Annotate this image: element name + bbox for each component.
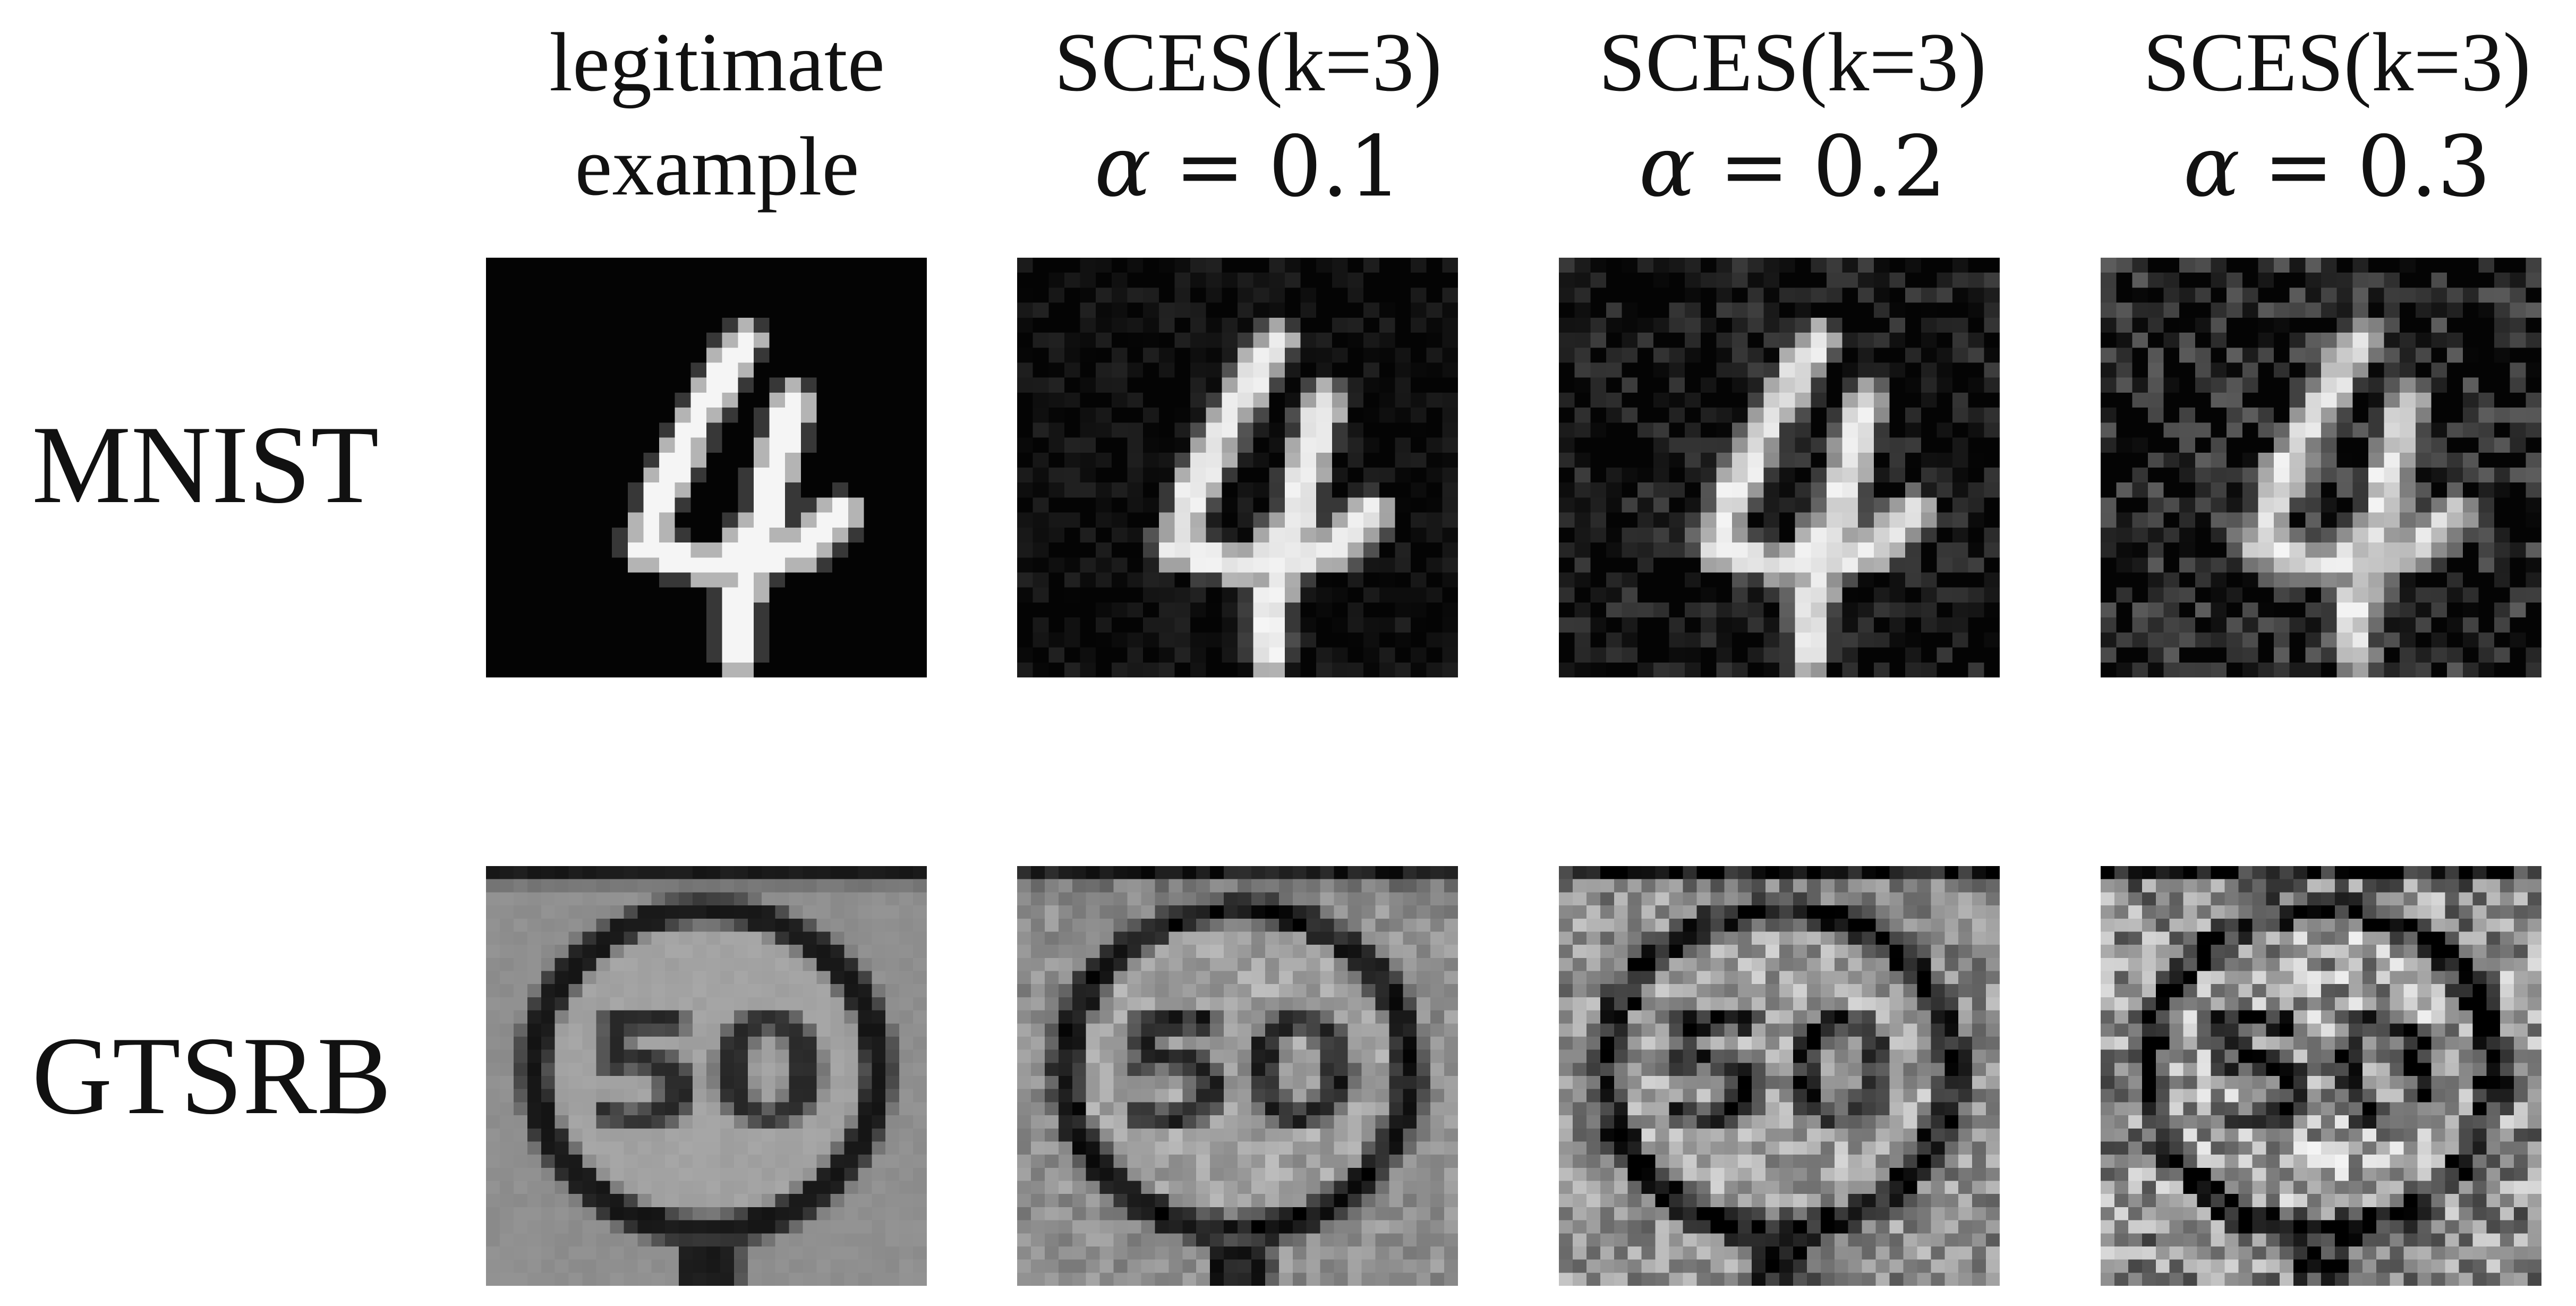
- alpha-symbol: α: [1639, 118, 1696, 216]
- column-header-sces-alpha-0-1: SCES(k=3) α = 0.1: [1009, 11, 1487, 219]
- gtsrb-sces-alpha-0-3-image: [2101, 866, 2541, 1286]
- gtsrb-sces-alpha-0-1-image: [1017, 866, 1458, 1286]
- row-label-gtsrb: GTSRB: [32, 1014, 391, 1138]
- column-header-method: SCES(k=3): [2143, 16, 2531, 109]
- alpha-value: 0.3: [2357, 118, 2491, 216]
- alpha-value: 0.2: [1813, 118, 1947, 216]
- row-label-mnist: MNIST: [32, 403, 379, 527]
- column-header-line2: example: [575, 120, 859, 213]
- column-header-alpha: α = 0.2: [1554, 115, 2032, 219]
- mnist-sces-alpha-0-3-image: [2101, 258, 2541, 677]
- column-header-legitimate: legitimate example: [478, 11, 956, 219]
- column-header-method: SCES(k=3): [1054, 16, 1442, 109]
- alpha-symbol: α: [1094, 118, 1151, 216]
- column-header-method: SCES(k=3): [1599, 16, 1986, 109]
- column-header-line1: legitimate: [549, 16, 885, 109]
- equals-sign: =: [2263, 118, 2334, 216]
- gtsrb-sces-alpha-0-2-image: [1559, 866, 2000, 1286]
- column-header-sces-alpha-0-2: SCES(k=3) α = 0.2: [1554, 11, 2032, 219]
- equals-sign: =: [1719, 118, 1789, 216]
- column-header-alpha: α = 0.1: [1009, 115, 1487, 219]
- mnist-sces-alpha-0-1-image: [1017, 258, 1458, 677]
- equals-sign: =: [1174, 118, 1245, 216]
- alpha-value: 0.1: [1268, 118, 1402, 216]
- mnist-legitimate-image: [486, 258, 927, 677]
- gtsrb-legitimate-image: [486, 866, 927, 1286]
- column-header-sces-alpha-0-3: SCES(k=3) α = 0.3: [2098, 11, 2576, 219]
- mnist-sces-alpha-0-2-image: [1559, 258, 2000, 677]
- alpha-symbol: α: [2183, 118, 2240, 216]
- column-header-alpha: α = 0.3: [2098, 115, 2576, 219]
